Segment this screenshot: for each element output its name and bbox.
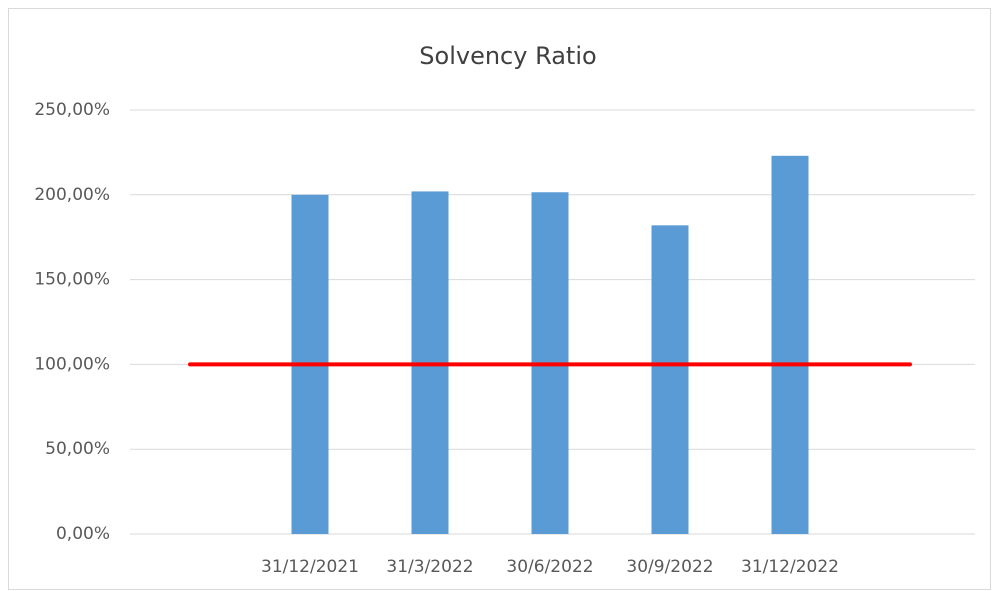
x-tick-label: 30/9/2022 [626, 557, 713, 577]
y-tick-label: 150,00% [34, 270, 110, 290]
y-tick-label: 100,00% [34, 354, 110, 374]
x-tick-label: 30/6/2022 [506, 557, 593, 577]
chart-title: Solvency Ratio [419, 42, 596, 70]
x-tick-label: 31/12/2021 [261, 557, 359, 577]
y-tick-label: 250,00% [34, 100, 110, 120]
bar [651, 225, 689, 534]
bar [771, 155, 809, 535]
y-tick-label: 50,00% [45, 439, 110, 459]
y-tick-label: 0,00% [56, 524, 110, 544]
chart-frame [8, 8, 991, 590]
x-tick-label: 31/12/2022 [741, 557, 839, 577]
x-tick-label: 31/3/2022 [386, 557, 473, 577]
y-tick-label: 200,00% [34, 185, 110, 205]
